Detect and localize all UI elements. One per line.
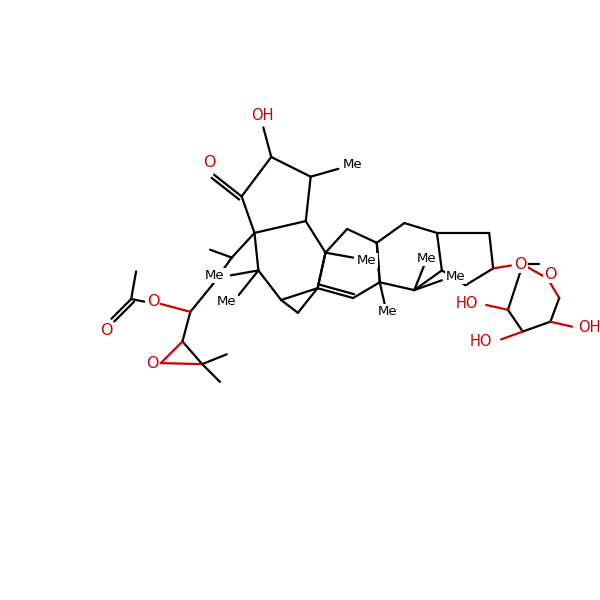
Text: Me: Me <box>446 270 466 283</box>
Text: O: O <box>203 155 215 170</box>
Text: O: O <box>146 356 158 371</box>
Text: HO: HO <box>470 334 493 349</box>
Text: Me: Me <box>378 305 397 319</box>
Text: O: O <box>544 267 557 282</box>
Text: Me: Me <box>205 269 225 282</box>
Text: Me: Me <box>343 158 362 172</box>
Text: O: O <box>146 295 159 310</box>
Text: HO: HO <box>455 296 478 311</box>
Text: O: O <box>100 323 113 338</box>
Text: Me: Me <box>217 295 236 308</box>
Text: Me: Me <box>416 252 436 265</box>
Text: OH: OH <box>578 320 600 335</box>
Text: Me: Me <box>357 254 377 267</box>
Text: OH: OH <box>251 108 274 123</box>
Text: O: O <box>515 257 527 272</box>
